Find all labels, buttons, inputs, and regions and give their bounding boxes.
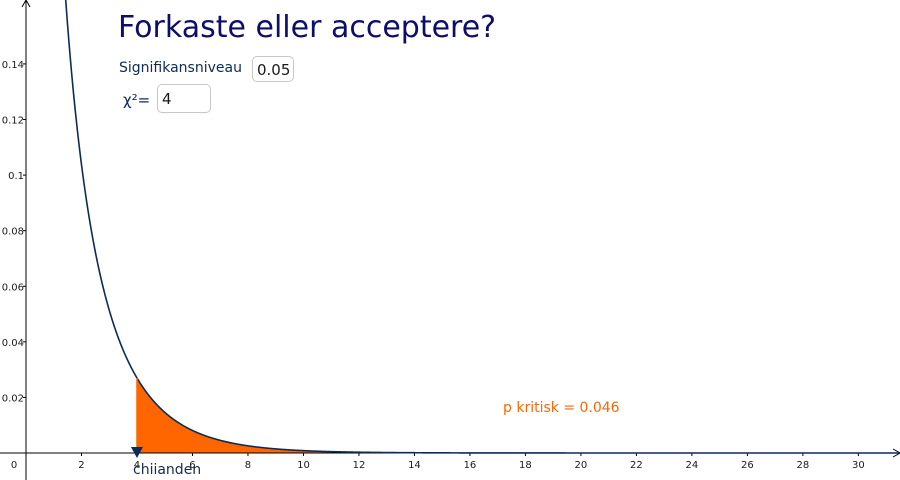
y-axis-arrow (21, 0, 31, 8)
page-title: Forkaste eller acceptere? (118, 10, 497, 45)
x-tick-label: 16 (464, 460, 477, 471)
x-tick-label: 14 (408, 460, 421, 471)
x-tick-label: 28 (797, 460, 810, 471)
x-tick-label: 18 (519, 460, 532, 471)
shaded-area (136, 377, 900, 453)
chi-square-label: χ²= (123, 91, 151, 109)
x-tick-label: 0 (11, 460, 17, 471)
p-critical-text: p kritisk = 0.046 (503, 400, 620, 416)
x-tick-label: 24 (686, 460, 699, 471)
chi-point-marker[interactable] (130, 447, 143, 458)
y-tick-label: 0.06 (2, 282, 24, 293)
x-tick-label: 12 (353, 460, 366, 471)
x-tick-label: 8 (245, 460, 251, 471)
y-tick-label: 0.04 (2, 338, 24, 349)
x-tick-label: 2 (78, 460, 84, 471)
chi-square-input[interactable]: 4 (157, 84, 211, 113)
x-tick-label: 6 (189, 460, 195, 471)
y-tick-label: 0.02 (2, 393, 24, 404)
y-tick-label: 0.1 (8, 171, 24, 182)
x-tick-label: 26 (741, 460, 754, 471)
x-tick-label: 10 (297, 460, 310, 471)
x-tick-label: 22 (630, 460, 643, 471)
x-tick-label: 4 (134, 460, 140, 471)
density-curve (64, 0, 900, 454)
x-tick-label: 30 (852, 460, 865, 471)
y-tick-label: 0.14 (2, 60, 24, 71)
significance-input[interactable]: 0.05 (252, 56, 294, 82)
y-tick-label: 0.12 (2, 116, 24, 127)
point-label: chiianden (133, 462, 202, 478)
significance-label: Signifikansniveau (119, 60, 242, 76)
y-tick-label: 0.08 (2, 227, 24, 238)
x-tick-label: 20 (575, 460, 588, 471)
x-axis-arrow (892, 448, 900, 458)
